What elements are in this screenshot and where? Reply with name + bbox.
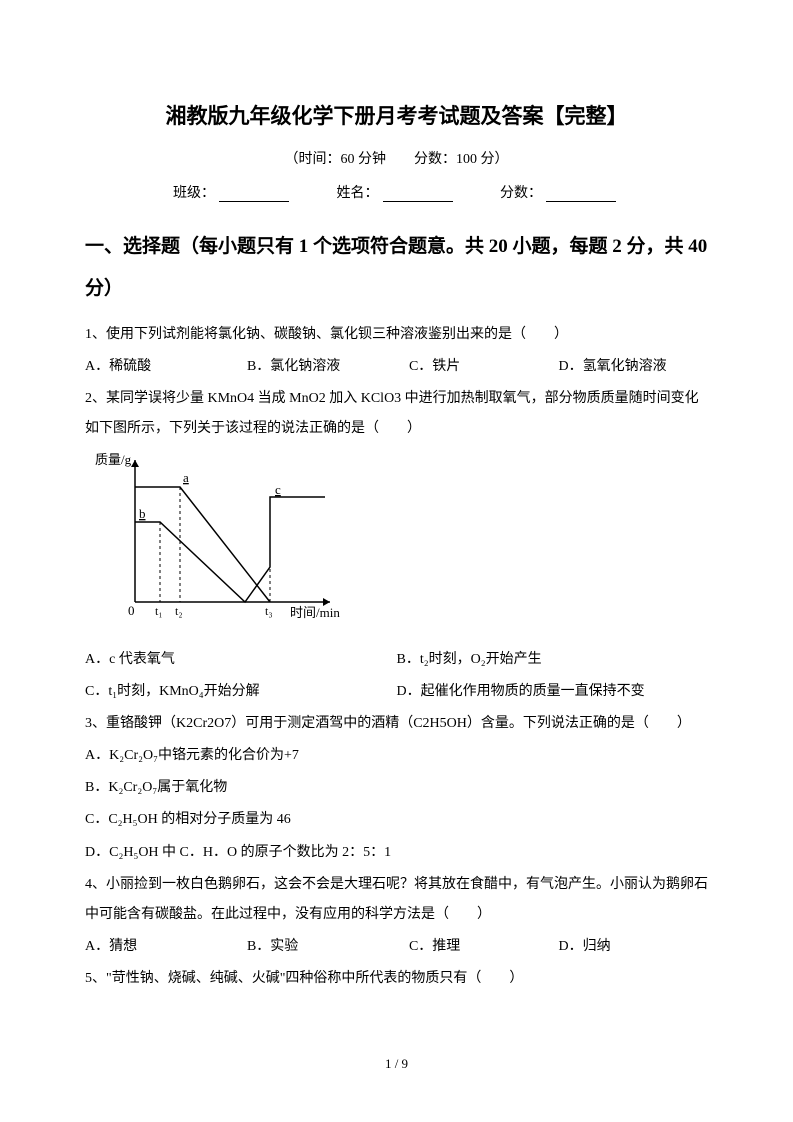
class-label: 班级： — [173, 186, 215, 201]
q1-opt-c: C．铁片 — [409, 352, 559, 382]
chart-svg: 质量/g 时间/min a b c 0 t₁ t₂ t₃ — [95, 452, 345, 632]
q4-opt-a: A．猜想 — [85, 932, 247, 962]
info-line: 班级： 姓名： 分数： — [85, 182, 708, 202]
q2-chart: 质量/g 时间/min a b c 0 t₁ t₂ t₃ — [95, 452, 708, 637]
q3-opt-b: B．K₂Cr₂O₇属于氧化物 — [85, 773, 708, 803]
class-blank — [219, 186, 289, 202]
q3-opt-d: D．C₂H₅OH 中 C．H．O 的原子个数比为 2：5：1 — [85, 838, 708, 868]
q3-opt-c: C．C₂H₅OH 的相对分子质量为 46 — [85, 805, 708, 835]
doc-subtitle: （时间：60 分钟 分数：100 分） — [85, 148, 708, 168]
line-b — [135, 497, 325, 602]
q4-opt-b: B．实验 — [247, 932, 409, 962]
q1-opt-a: A．稀硫酸 — [85, 352, 247, 382]
q4-options: A．猜想 B．实验 C．推理 D．归纳 — [85, 932, 708, 962]
q5-text: 5、"苛性钠、烧碱、纯碱、火碱"四种俗称中所代表的物质只有（ ） — [85, 964, 708, 994]
q2-text: 2、某同学误将少量 KMnO4 当成 MnO2 加入 KClO3 中进行加热制取… — [85, 384, 708, 444]
label-t2: t₂ — [175, 604, 183, 618]
name-blank — [383, 186, 453, 202]
q2-opt-b: B．t₂时刻，O₂开始产生 — [397, 645, 709, 675]
q1-text: 1、使用下列试剂能将氯化钠、碳酸钠、氯化钡三种溶液鉴别出来的是（ ） — [85, 320, 708, 350]
label-c: c — [275, 482, 281, 497]
section-1-title: 一、选择题（每小题只有 1 个选项符合题意。共 20 小题，每题 2 分，共 4… — [85, 226, 708, 310]
score-label: 分数： — [500, 186, 542, 201]
page-number: 1 / 9 — [0, 1056, 793, 1072]
label-0: 0 — [128, 603, 135, 618]
q4-text: 4、小丽捡到一枚白色鹅卵石，这会不会是大理石呢？将其放在食醋中，有气泡产生。小丽… — [85, 870, 708, 930]
q3-opt-a: A．K₂Cr₂O₇中铬元素的化合价为+7 — [85, 741, 708, 771]
label-t1: t₁ — [155, 604, 163, 618]
name-label: 姓名： — [337, 186, 379, 201]
q1-options: A．稀硫酸 B．氯化钠溶液 C．铁片 D．氢氧化钠溶液 — [85, 352, 708, 382]
q2-opt-c: C．t₁时刻，KMnO₄开始分解 — [85, 677, 397, 707]
q2-options-row2: C．t₁时刻，KMnO₄开始分解 D．起催化作用物质的质量一直保持不变 — [85, 677, 708, 707]
q1-opt-b: B．氯化钠溶液 — [247, 352, 409, 382]
x-label: 时间/min — [290, 605, 340, 620]
q2-opt-d: D．起催化作用物质的质量一直保持不变 — [397, 677, 709, 707]
y-arrow — [131, 460, 139, 467]
q4-opt-d: D．归纳 — [558, 932, 708, 962]
q1-opt-d: D．氢氧化钠溶液 — [558, 352, 708, 382]
q2-opt-a: A．c 代表氧气 — [85, 645, 397, 675]
doc-title: 湘教版九年级化学下册月考考试题及答案【完整】 — [85, 100, 708, 130]
q3-text: 3、重铬酸钾（K2Cr2O7）可用于测定酒驾中的酒精（C2H5OH）含量。下列说… — [85, 709, 708, 739]
y-label: 质量/g — [95, 452, 132, 467]
label-a: a — [183, 470, 189, 485]
line-a — [135, 487, 270, 602]
label-b: b — [139, 506, 146, 521]
q4-opt-c: C．推理 — [409, 932, 559, 962]
q2-options-row1: A．c 代表氧气 B．t₂时刻，O₂开始产生 — [85, 645, 708, 675]
score-blank — [546, 186, 616, 202]
label-t3: t₃ — [265, 604, 273, 618]
